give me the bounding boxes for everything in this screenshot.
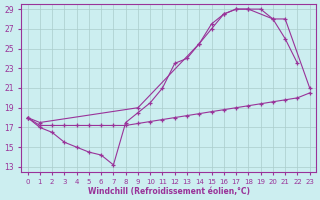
X-axis label: Windchill (Refroidissement éolien,°C): Windchill (Refroidissement éolien,°C): [88, 187, 250, 196]
